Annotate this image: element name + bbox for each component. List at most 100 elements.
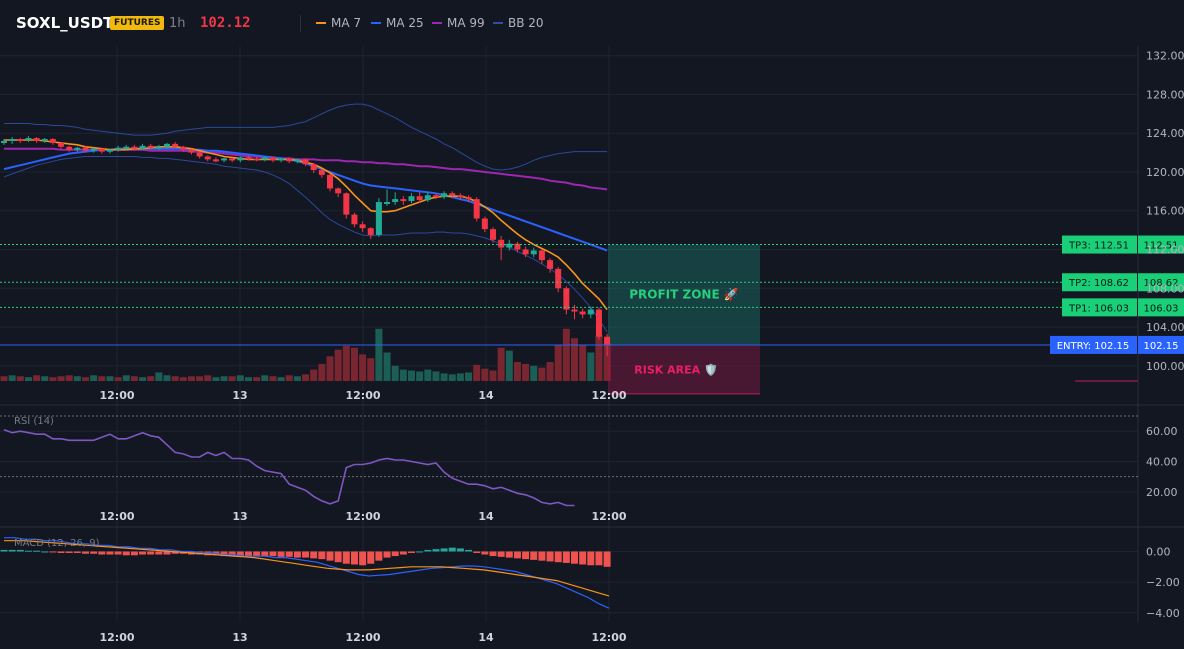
signal-line <box>4 540 610 597</box>
macd-hist-bar <box>73 551 81 553</box>
candle-body <box>473 199 480 219</box>
candle-body <box>180 146 187 150</box>
price-y-tick: 104.00 <box>1146 321 1184 334</box>
candle-body <box>481 218 488 230</box>
macd-label: MACD (12, 26, 9) <box>14 538 100 549</box>
symbol-name[interactable]: SOXL_USDT <box>16 14 114 32</box>
price-x-tick: 13 <box>232 389 247 402</box>
volume-bar <box>571 338 578 381</box>
macd-hist-bar <box>285 551 293 557</box>
legend-ma99[interactable]: MA 99 <box>432 16 485 30</box>
macd-hist-bar <box>465 549 473 552</box>
macd-hist-bar <box>122 551 130 556</box>
volume-bar <box>595 335 603 381</box>
volume-bar <box>245 377 252 381</box>
candle-body <box>522 249 529 255</box>
legend-bb20[interactable]: BB 20 <box>493 16 544 30</box>
macd-hist-bar <box>90 551 98 554</box>
volume-bar <box>163 375 171 381</box>
tp-label-box <box>1062 235 1137 254</box>
volume-bar <box>326 356 334 381</box>
candle-body <box>188 149 195 153</box>
volume-bar <box>122 375 130 381</box>
macd-hist-bar <box>342 551 350 564</box>
volume-bar <box>481 368 489 381</box>
volume-bar <box>139 377 147 381</box>
candle-body <box>196 152 203 157</box>
candle-body <box>17 139 24 142</box>
macd-hist-bar <box>220 551 228 557</box>
macd-hist-bar <box>399 551 407 555</box>
volume-bar <box>383 352 391 381</box>
candle-body <box>49 139 56 143</box>
price-y-tick: 128.00 <box>1146 88 1184 101</box>
volume-bar <box>196 376 204 381</box>
tp-axis-box <box>1138 235 1184 254</box>
volume-bar <box>367 358 375 381</box>
rsi-label: RSI (14) <box>14 416 54 427</box>
macd-y-tick: −4.00 <box>1146 607 1180 620</box>
candle-body <box>555 268 562 289</box>
macd-hist-bar <box>448 547 456 552</box>
macd-hist-bar <box>513 551 521 559</box>
macd-hist-bar <box>432 549 440 552</box>
macd-hist-bar <box>473 551 481 553</box>
candle-body <box>302 159 309 165</box>
candle-body <box>310 164 317 171</box>
volume-bar <box>579 344 587 381</box>
candle-body <box>229 158 236 161</box>
macd-hist-bar <box>538 551 546 561</box>
price-x-tick: 12:00 <box>591 389 626 402</box>
macd-hist-bar <box>236 551 244 557</box>
macd-hist-bar <box>82 551 89 554</box>
volume-bar <box>90 375 98 381</box>
legend-ma25[interactable]: MA 25 <box>371 16 424 30</box>
volume-bar <box>212 377 220 381</box>
entry-axis-label: 102.15 <box>1144 341 1179 352</box>
macd-hist-bar <box>0 549 8 552</box>
macd-hist-bar <box>33 550 41 552</box>
volume-bar <box>456 373 464 381</box>
rsi-x-tick: 14 <box>478 510 494 523</box>
entry-label: ENTRY: 102.15 <box>1057 341 1130 352</box>
timeframe-label[interactable]: 1h <box>169 16 186 31</box>
candle-body <box>604 336 611 346</box>
price-y-tick: 108.00 <box>1146 282 1184 295</box>
volume-bar <box>277 377 285 381</box>
candle-body <box>441 193 448 198</box>
candle-body <box>530 250 537 255</box>
volume-bar <box>522 363 530 381</box>
trade-zone-layer: PROFIT ZONE 🚀 RISK AREA 🛡️ <box>608 244 1138 395</box>
legend-ma7[interactable]: MA 7 <box>316 16 361 30</box>
legend-ma99-label: MA 99 <box>447 16 485 30</box>
candle-body <box>33 138 40 141</box>
legend-bb20-label: BB 20 <box>508 16 544 30</box>
candle-body <box>416 196 423 201</box>
volume-bar <box>546 362 554 381</box>
candle-body <box>432 195 439 198</box>
candle-body <box>400 199 407 202</box>
candle-body <box>212 159 219 162</box>
macd-hist-bar <box>114 551 122 555</box>
candle-body <box>351 214 358 225</box>
legend-bb20-swatch <box>493 22 503 24</box>
volume-bar <box>49 377 57 381</box>
volume-bar <box>261 375 269 381</box>
candle-body <box>172 143 179 147</box>
legend-ma7-swatch <box>316 22 326 24</box>
volume-bar <box>204 375 212 381</box>
macd-hist-bar <box>171 551 179 554</box>
volume-bar <box>228 376 236 381</box>
volume-bar <box>587 352 595 381</box>
tp-label-box <box>1062 298 1137 317</box>
tp-axis-box <box>1138 298 1184 317</box>
candle-body <box>237 157 244 161</box>
volume-bar <box>24 377 32 381</box>
candle-layer <box>1 136 611 357</box>
ma99-line <box>4 147 608 191</box>
volume-bar <box>310 369 318 381</box>
macd-y-tick: −2.00 <box>1146 576 1180 589</box>
candle-body <box>74 147 81 150</box>
